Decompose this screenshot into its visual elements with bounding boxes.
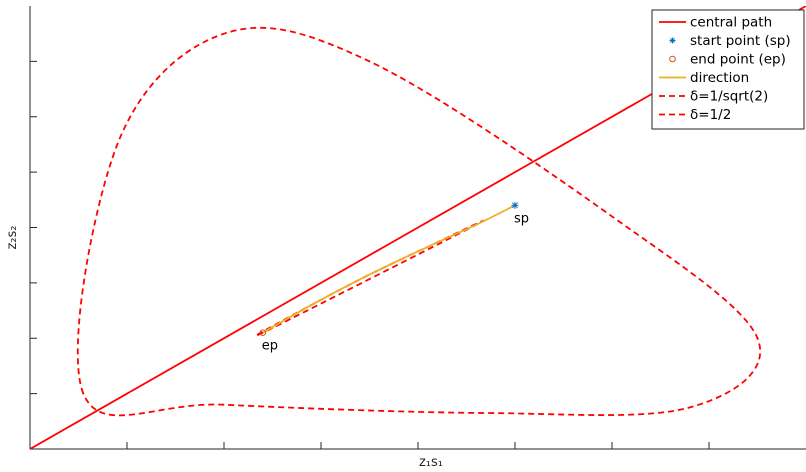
legend-entry-5: δ=1/2 — [690, 107, 731, 123]
point-label-sp: sp — [514, 211, 529, 226]
legend: central path start point (sp) end point (e… — [651, 9, 805, 130]
end-point-marker — [259, 329, 267, 337]
series-delta-1-over-sqrt2 — [254, 219, 485, 337]
legend-entry-2: end point (ep) — [690, 52, 786, 68]
series-direction — [262, 204, 516, 334]
asterisk-stroke — [512, 202, 518, 209]
legend-entry-3: direction — [690, 70, 749, 86]
start-point-marker — [511, 201, 519, 209]
legend-entry-1: start point (sp) — [690, 33, 791, 49]
y-axis-label: z₂s₂ — [5, 225, 20, 249]
legend-box — [651, 9, 805, 130]
legend-swatch-1 — [669, 37, 676, 44]
point-label-ep: ep — [262, 339, 278, 354]
x-axis-label: z₁s₁ — [419, 455, 443, 470]
legend-swatch-2 — [669, 55, 676, 63]
axes — [29, 6, 806, 450]
legend-entry-4: δ=1/sqrt(2) — [690, 89, 768, 105]
asterisk-stroke — [669, 37, 676, 44]
series-delta-half — [76, 26, 762, 417]
legend-entry-0: central path — [690, 15, 772, 31]
